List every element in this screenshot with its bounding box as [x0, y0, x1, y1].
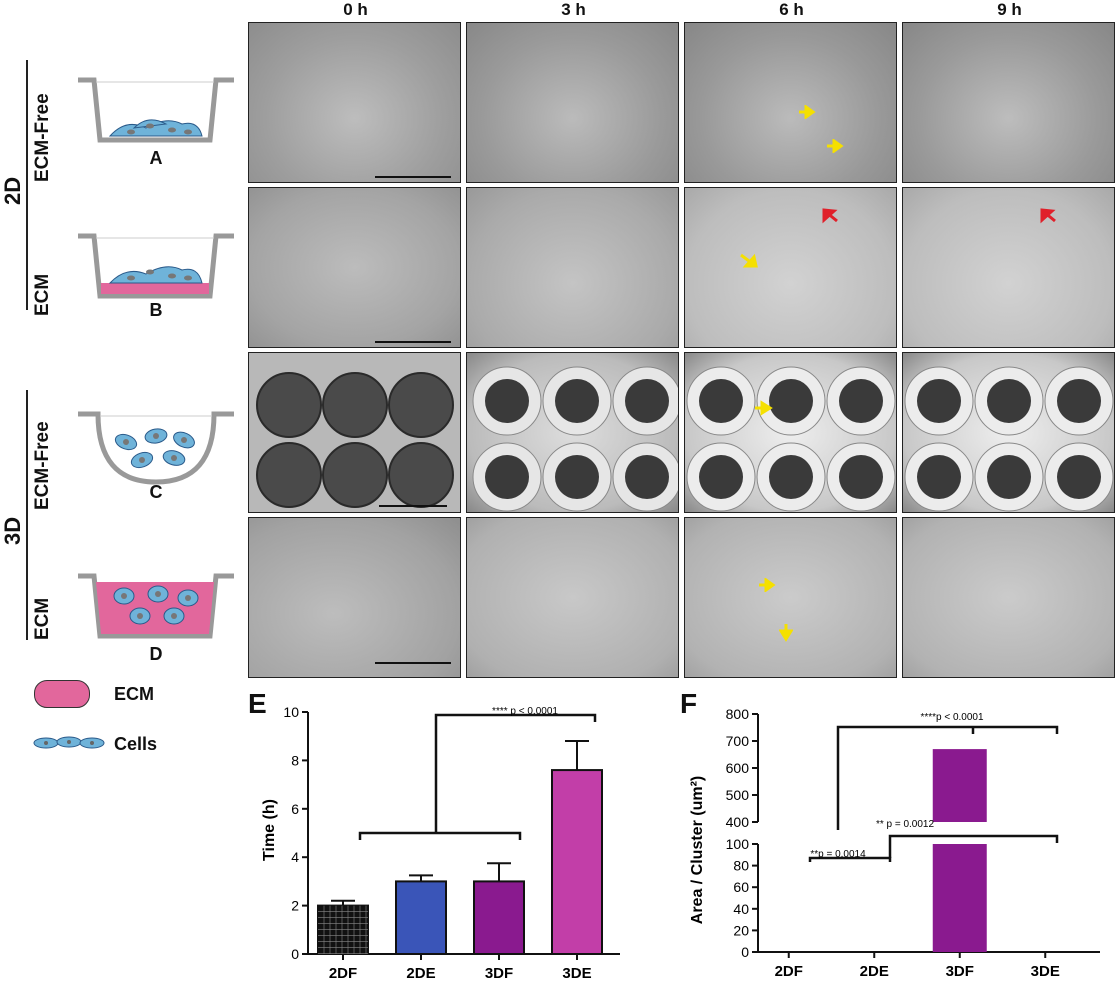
- y-axis-label: Time (h): [261, 799, 278, 861]
- letter-c: C: [149, 482, 163, 502]
- y-tick-label: 40: [733, 901, 749, 917]
- yellow-arrow-icon: [779, 624, 793, 642]
- spheroid-wells: [686, 366, 896, 512]
- cells-legend-label: Cells: [114, 734, 158, 754]
- scale-bar: [379, 505, 447, 507]
- micrograph-d-0h: [248, 517, 461, 678]
- row-label-d: ECM: [32, 597, 53, 640]
- x-tick-label: 3DF: [485, 965, 513, 982]
- significance-label: **** p < 0.0001: [492, 706, 558, 717]
- row-label-c: ECM-Free: [32, 421, 53, 510]
- schematic-d: [78, 573, 234, 639]
- y-tick-label: 4: [291, 849, 299, 865]
- schematic-b: [78, 233, 234, 299]
- y-tick-label: 2: [291, 898, 299, 914]
- y-tick-label: 0: [291, 946, 299, 962]
- micrograph-b-6h: [684, 187, 897, 348]
- scale-bar: [375, 341, 451, 343]
- group-label-3d: 3D: [0, 516, 25, 545]
- x-tick-label: 2DE: [406, 965, 435, 982]
- x-tick-label: 2DE: [860, 963, 889, 980]
- significance-top: ****p < 0.0001: [920, 712, 984, 723]
- x-tick-label: 3DE: [1031, 963, 1060, 980]
- micrograph-d-9h: [902, 517, 1115, 678]
- ecm-legend-swatch: [34, 680, 90, 708]
- micrograph-b-0h: [248, 187, 461, 348]
- significance-mid: ** p = 0.0012: [876, 819, 935, 830]
- schematic-a: [78, 77, 234, 143]
- row-label-a: ECM-Free: [32, 93, 53, 182]
- y-tick-label: 80: [733, 858, 749, 874]
- micrograph-c-0h: [248, 352, 461, 513]
- y-tick-label: 700: [726, 733, 750, 749]
- letter-d: D: [149, 644, 163, 664]
- y-tick-label: 800: [726, 706, 750, 722]
- micrograph-a-6h: [684, 22, 897, 183]
- x-tick-label: 2DF: [329, 965, 357, 982]
- micrograph-d-3h: [466, 517, 679, 678]
- micrograph-d-6h: [684, 517, 897, 678]
- spheroid-wells: [256, 372, 454, 508]
- column-header-3h: 3 h: [561, 0, 586, 19]
- micrograph-a-3h: [466, 22, 679, 183]
- schematic-c: [78, 411, 234, 485]
- yellow-arrow-icon: [759, 578, 776, 592]
- x-tick-label: 3DE: [562, 965, 591, 982]
- yellow-arrow-icon: [827, 139, 844, 153]
- ecm-legend-label: ECM: [114, 684, 154, 704]
- micrograph-a-0h: [248, 22, 461, 183]
- significance-low: **p = 0.0014: [810, 849, 866, 860]
- spheroid-wells: [472, 366, 678, 512]
- yellow-arrow-icon: [740, 253, 758, 268]
- scale-bar: [375, 176, 451, 178]
- column-header-6h: 6 h: [779, 0, 804, 19]
- micrograph-b-9h: [902, 187, 1115, 348]
- bar-3df-lower: [932, 844, 987, 952]
- micrograph-c-3h: [466, 352, 679, 513]
- row-label-b: ECM: [32, 273, 53, 316]
- y-tick-label: 60: [733, 879, 749, 895]
- panel-label-f: F: [680, 688, 698, 719]
- group-line-3d: [26, 390, 28, 640]
- red-arrow-icon: [822, 208, 838, 224]
- y-tick-label: 6: [291, 801, 299, 817]
- x-tick-label: 3DF: [946, 963, 974, 980]
- y-tick-label: 600: [726, 760, 750, 776]
- letter-a: A: [149, 148, 163, 168]
- group-line-2d: [26, 60, 28, 310]
- scale-bar: [375, 662, 451, 664]
- letter-b: B: [149, 300, 163, 320]
- y-tick-label: 0: [741, 944, 749, 960]
- yellow-arrow-icon: [799, 105, 816, 119]
- y-tick-label: 400: [726, 814, 750, 830]
- group-label-2d: 2D: [0, 176, 25, 205]
- bar-3df: [473, 880, 525, 955]
- column-header-0h: 0 h: [343, 0, 368, 19]
- micrograph-a-9h: [902, 22, 1115, 183]
- y-axis-label: Area / Cluster (um²): [689, 776, 706, 924]
- yellow-arrow-icon: [755, 400, 773, 416]
- micrograph-b-3h: [466, 187, 679, 348]
- y-tick-label: 8: [291, 752, 299, 768]
- y-tick-label: 20: [733, 922, 749, 938]
- micrograph-c-6h: [684, 352, 897, 513]
- chart-e: 0 2 4 6 8 10 2DF 2DE 3DF 3DE **** p < 0.0001 Time…: [261, 704, 620, 982]
- panel-label-e: E: [248, 688, 267, 719]
- column-header-9h: 9 h: [997, 0, 1022, 19]
- red-arrow-icon: [1040, 208, 1056, 224]
- spheroid-wells: [904, 366, 1114, 512]
- bar-3df-upper: [932, 749, 987, 822]
- micrograph-c-9h: [902, 352, 1115, 513]
- y-tick-label: 10: [283, 704, 299, 720]
- bar-3de: [551, 769, 603, 955]
- y-tick-label: 100: [726, 836, 750, 852]
- cells-legend-icon: [33, 736, 105, 749]
- y-tick-label: 500: [726, 787, 750, 803]
- x-tick-label: 2DF: [775, 963, 803, 980]
- bar-2de: [395, 880, 447, 955]
